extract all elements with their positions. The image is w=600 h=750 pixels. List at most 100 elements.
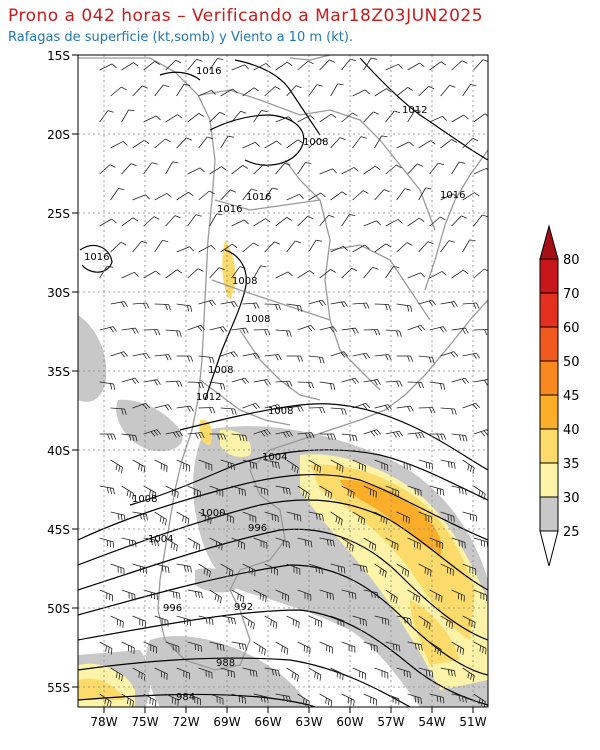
wind-barb bbox=[374, 615, 389, 620]
wind-barb-flag bbox=[297, 139, 304, 144]
wind-barb-flag bbox=[242, 328, 246, 334]
wind-barb-flag bbox=[330, 383, 333, 390]
colorbar-label: 30 bbox=[563, 491, 580, 506]
wind-barb-flag bbox=[359, 565, 362, 572]
isobar-label: 1004 bbox=[262, 452, 287, 463]
wind-barb-flag bbox=[130, 163, 137, 167]
wind-barb-flag bbox=[406, 618, 409, 625]
wind-barb bbox=[209, 589, 222, 598]
wind-barb-flag bbox=[118, 673, 121, 680]
wind-barb bbox=[99, 63, 113, 71]
wind-barb-flag bbox=[427, 241, 434, 245]
wind-barb-flag bbox=[141, 673, 143, 680]
wind-barb bbox=[242, 302, 257, 305]
wind-barb bbox=[286, 615, 300, 623]
wind-barb bbox=[154, 615, 168, 621]
wind-barb-flag bbox=[166, 193, 172, 198]
wind-barb-flag bbox=[197, 591, 200, 598]
wind-barb-flag bbox=[358, 515, 360, 522]
wind-barb-flag bbox=[200, 324, 205, 331]
wind-barb-flag bbox=[222, 326, 227, 332]
wind-barb-flag bbox=[462, 328, 466, 334]
wind-barb-flag bbox=[113, 433, 117, 440]
wind-barb bbox=[451, 377, 466, 383]
wind-barb-flag bbox=[190, 566, 192, 573]
wind-barb-flag bbox=[255, 352, 260, 359]
wind-barb bbox=[297, 693, 310, 702]
wind-barb bbox=[297, 162, 306, 175]
wind-barb-flag bbox=[376, 592, 379, 599]
isobar-label: 984 bbox=[176, 692, 195, 703]
wind-barb-flag bbox=[152, 699, 154, 706]
wind-barb bbox=[341, 433, 356, 436]
wind-barb bbox=[352, 511, 365, 520]
wind-barb-flag bbox=[418, 432, 422, 439]
wind-barb-flag bbox=[261, 110, 268, 113]
wind-barb bbox=[407, 163, 418, 175]
wind-barb-flag bbox=[300, 355, 304, 362]
wind-barb bbox=[330, 301, 345, 305]
wind-barb-flag bbox=[109, 327, 114, 333]
wind-barb-flag bbox=[289, 380, 293, 387]
wind-barb bbox=[462, 302, 477, 305]
wind-barb-flag bbox=[214, 594, 217, 601]
wind-barb-flag bbox=[292, 619, 295, 626]
wind-barb bbox=[154, 667, 168, 675]
wind-barb bbox=[209, 166, 222, 175]
wind-barb bbox=[121, 109, 129, 123]
wind-barb-flag bbox=[421, 432, 425, 439]
wind-barb bbox=[176, 615, 191, 621]
wind-barb bbox=[407, 537, 421, 545]
wind-barb-flag bbox=[316, 673, 319, 680]
wind-barb-flag bbox=[291, 672, 294, 679]
wind-barb-flag bbox=[440, 383, 443, 390]
gust-shading-40-45 bbox=[340, 479, 442, 555]
wind-barb bbox=[99, 693, 112, 703]
wind-barb-flag bbox=[294, 465, 297, 472]
wind-barb bbox=[297, 215, 308, 227]
wind-barb-flag bbox=[429, 407, 433, 414]
wind-barb bbox=[297, 115, 311, 123]
wind-barb bbox=[220, 407, 235, 410]
wind-barb bbox=[231, 537, 245, 544]
wind-barb bbox=[286, 405, 301, 409]
wind-barb-flag bbox=[318, 514, 321, 521]
wind-barb-flag bbox=[479, 645, 481, 652]
wind-barb bbox=[110, 667, 123, 676]
isobar-label: 1016 bbox=[196, 66, 221, 77]
wind-barb-flag bbox=[231, 570, 234, 577]
wind-barb-flag bbox=[350, 490, 352, 497]
wind-barb-flag bbox=[286, 381, 290, 387]
wind-barb-flag bbox=[237, 593, 239, 600]
wind-barb-flag bbox=[264, 329, 268, 336]
wind-barb bbox=[110, 351, 125, 357]
wind-barb bbox=[451, 327, 466, 331]
wind-barb bbox=[440, 407, 455, 410]
wind-barb bbox=[187, 324, 201, 331]
wind-barb bbox=[231, 219, 245, 227]
wind-barb bbox=[418, 563, 432, 571]
wind-barb-flag bbox=[124, 408, 127, 415]
wind-barb bbox=[330, 351, 345, 357]
wind-barb-flag bbox=[227, 617, 230, 624]
wind-barb bbox=[385, 329, 400, 332]
wind-barb-flag bbox=[249, 669, 252, 676]
wind-barb-flag bbox=[113, 488, 115, 495]
wind-barb bbox=[451, 114, 464, 123]
wind-barb bbox=[275, 430, 290, 435]
wind-barb bbox=[132, 667, 146, 675]
wind-barb-flag bbox=[211, 90, 216, 95]
wind-barb-flag bbox=[330, 433, 334, 440]
wind-barb bbox=[143, 115, 157, 123]
wind-barb bbox=[132, 615, 146, 622]
wind-barb bbox=[429, 162, 439, 175]
wind-barb bbox=[99, 218, 112, 227]
wind-barb bbox=[374, 135, 382, 149]
wind-barb-flag bbox=[332, 540, 335, 547]
wind-barb-flag bbox=[297, 406, 301, 412]
wind-barb-flag bbox=[446, 619, 448, 626]
wind-barb-flag bbox=[435, 593, 437, 600]
wind-barb-flag bbox=[254, 570, 256, 577]
isobar-label: 1008 bbox=[303, 137, 328, 148]
wind-barb-flag bbox=[145, 402, 150, 409]
